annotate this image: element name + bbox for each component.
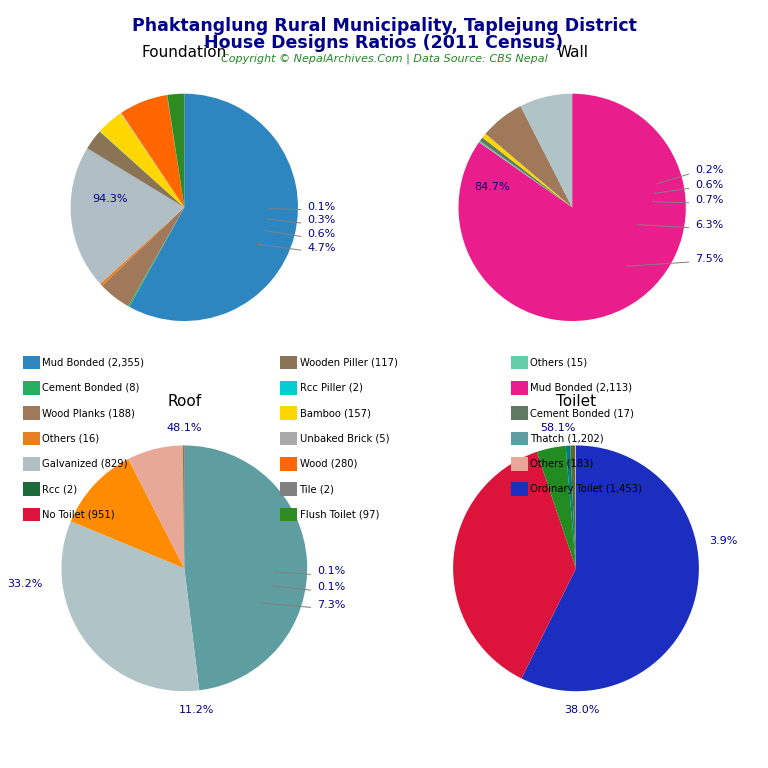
- Text: 3.9%: 3.9%: [709, 536, 737, 546]
- Wedge shape: [482, 134, 572, 207]
- Wedge shape: [479, 141, 572, 207]
- Wedge shape: [183, 445, 184, 568]
- Wedge shape: [100, 131, 184, 207]
- Text: 0.6%: 0.6%: [695, 180, 723, 190]
- Text: 84.7%: 84.7%: [474, 182, 510, 192]
- Wedge shape: [88, 148, 184, 207]
- Wedge shape: [453, 452, 576, 678]
- Wedge shape: [167, 94, 184, 207]
- Text: Tile (2): Tile (2): [300, 484, 334, 495]
- Text: Rcc Piller (2): Rcc Piller (2): [300, 382, 362, 393]
- Wedge shape: [71, 459, 184, 568]
- Text: Wood Planks (188): Wood Planks (188): [42, 408, 135, 419]
- Text: No Toilet (951): No Toilet (951): [42, 509, 115, 520]
- Text: 0.7%: 0.7%: [695, 195, 723, 205]
- Title: Foundation: Foundation: [141, 45, 227, 60]
- Text: Others (15): Others (15): [530, 357, 587, 368]
- Text: Phaktanglung Rural Municipality, Taplejung District: Phaktanglung Rural Municipality, Tapleju…: [131, 17, 637, 35]
- Text: 7.3%: 7.3%: [317, 600, 346, 610]
- Text: 0.1%: 0.1%: [317, 582, 346, 592]
- Text: House Designs Ratios (2011 Census): House Designs Ratios (2011 Census): [204, 34, 564, 51]
- Text: 33.2%: 33.2%: [8, 579, 43, 589]
- Text: Unbaked Brick (5): Unbaked Brick (5): [300, 433, 389, 444]
- Title: Toilet: Toilet: [556, 395, 596, 409]
- Text: 0.6%: 0.6%: [307, 229, 336, 239]
- Text: 48.1%: 48.1%: [167, 422, 202, 432]
- Wedge shape: [480, 137, 572, 207]
- Wedge shape: [128, 445, 184, 568]
- Text: 0.1%: 0.1%: [307, 202, 336, 212]
- Wedge shape: [121, 113, 184, 207]
- Text: Flush Toilet (97): Flush Toilet (97): [300, 509, 379, 520]
- Wedge shape: [71, 148, 184, 284]
- Text: 38.0%: 38.0%: [564, 705, 600, 715]
- Text: Galvanized (829): Galvanized (829): [42, 458, 127, 469]
- Text: 4.7%: 4.7%: [307, 243, 336, 253]
- Title: Wall: Wall: [556, 45, 588, 60]
- Text: Wooden Piller (117): Wooden Piller (117): [300, 357, 397, 368]
- Wedge shape: [570, 445, 576, 568]
- Wedge shape: [129, 94, 298, 321]
- Text: Rcc (2): Rcc (2): [42, 484, 78, 495]
- Text: 58.1%: 58.1%: [540, 422, 575, 432]
- Text: Mud Bonded (2,355): Mud Bonded (2,355): [42, 357, 144, 368]
- Text: Others (16): Others (16): [42, 433, 99, 444]
- Text: Bamboo (157): Bamboo (157): [300, 408, 370, 419]
- Wedge shape: [100, 207, 184, 286]
- Text: 94.3%: 94.3%: [92, 194, 127, 204]
- Wedge shape: [167, 95, 184, 207]
- Text: Cement Bonded (17): Cement Bonded (17): [530, 408, 634, 419]
- Text: 0.1%: 0.1%: [317, 567, 346, 577]
- Wedge shape: [61, 521, 199, 691]
- Text: Mud Bonded (2,113): Mud Bonded (2,113): [530, 382, 632, 393]
- Wedge shape: [521, 94, 572, 207]
- Text: Cement Bonded (8): Cement Bonded (8): [42, 382, 140, 393]
- Title: Roof: Roof: [167, 395, 201, 409]
- Text: 6.3%: 6.3%: [695, 220, 723, 230]
- Text: 0.3%: 0.3%: [307, 215, 336, 225]
- Wedge shape: [102, 207, 184, 306]
- Wedge shape: [566, 445, 576, 568]
- Wedge shape: [121, 95, 184, 207]
- Wedge shape: [88, 131, 184, 207]
- Wedge shape: [485, 106, 572, 207]
- Wedge shape: [521, 445, 699, 691]
- Text: Thatch (1,202): Thatch (1,202): [530, 433, 604, 444]
- Wedge shape: [184, 445, 307, 690]
- Wedge shape: [537, 446, 576, 568]
- Wedge shape: [458, 94, 686, 321]
- Text: 0.2%: 0.2%: [695, 165, 723, 175]
- Wedge shape: [128, 207, 184, 307]
- Wedge shape: [100, 113, 184, 207]
- Text: 7.5%: 7.5%: [695, 254, 723, 264]
- Text: 11.2%: 11.2%: [179, 705, 214, 715]
- Text: Others (183): Others (183): [530, 458, 593, 469]
- Text: Ordinary Toilet (1,453): Ordinary Toilet (1,453): [530, 484, 642, 495]
- Text: Wood (280): Wood (280): [300, 458, 357, 469]
- Text: Copyright © NepalArchives.Com | Data Source: CBS Nepal: Copyright © NepalArchives.Com | Data Sou…: [220, 54, 548, 65]
